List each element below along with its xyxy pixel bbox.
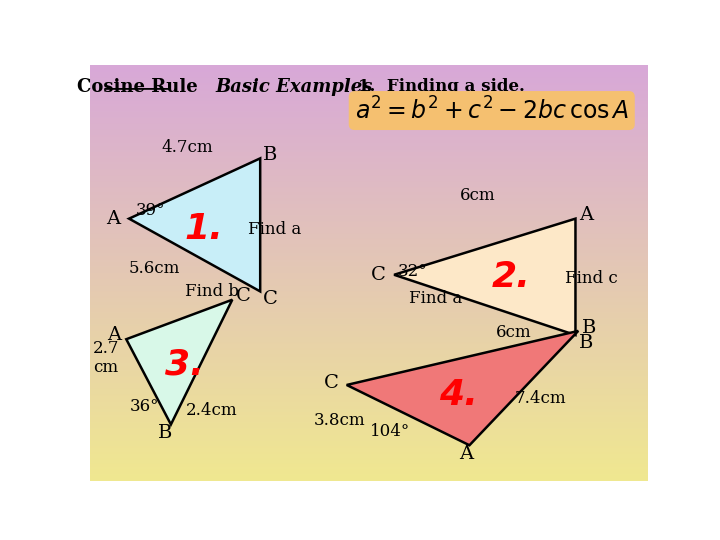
Text: 6cm: 6cm <box>460 187 495 204</box>
Text: B: B <box>580 334 594 352</box>
Text: C: C <box>323 374 338 392</box>
Text: 3.8cm: 3.8cm <box>314 412 366 429</box>
Text: 7.4cm: 7.4cm <box>515 390 567 407</box>
Text: 6cm: 6cm <box>496 325 532 341</box>
Polygon shape <box>394 219 575 335</box>
Text: A: A <box>459 446 474 463</box>
Text: 39°: 39° <box>135 202 165 219</box>
Polygon shape <box>126 300 233 424</box>
Text: B: B <box>582 319 597 336</box>
Text: 1.  Finding a side.: 1. Finding a side. <box>358 78 525 95</box>
Text: Basic Examples: Basic Examples <box>215 78 372 96</box>
Text: 36°: 36° <box>130 398 159 415</box>
Text: Find a: Find a <box>248 220 301 238</box>
Text: Cosine Rule: Cosine Rule <box>77 78 198 96</box>
Text: Find a: Find a <box>410 290 462 307</box>
Text: C: C <box>263 290 278 308</box>
Text: 4.: 4. <box>439 379 477 413</box>
Text: 5.6cm: 5.6cm <box>128 260 180 277</box>
Text: $a^2 = b^2 + c^2 - 2bc\,\cos A$: $a^2 = b^2 + c^2 - 2bc\,\cos A$ <box>355 97 629 124</box>
Text: 104°: 104° <box>370 423 410 440</box>
Text: B: B <box>263 146 277 164</box>
Text: B: B <box>158 424 173 442</box>
Text: 2.7
cm: 2.7 cm <box>92 340 119 376</box>
Text: 3.: 3. <box>166 347 204 381</box>
Text: A: A <box>580 206 594 224</box>
Text: C: C <box>236 287 251 305</box>
Text: A: A <box>107 326 121 344</box>
Text: 2.4cm: 2.4cm <box>186 402 238 419</box>
Text: 2.: 2. <box>492 260 531 294</box>
Text: A: A <box>107 210 120 228</box>
Text: C: C <box>371 266 386 284</box>
Polygon shape <box>129 158 260 292</box>
Text: Find c: Find c <box>564 269 618 287</box>
Text: 4.7cm: 4.7cm <box>162 139 213 157</box>
Text: 1.: 1. <box>185 212 224 246</box>
Polygon shape <box>347 331 578 445</box>
Text: Find b: Find b <box>184 283 238 300</box>
Text: 32°: 32° <box>397 263 428 280</box>
